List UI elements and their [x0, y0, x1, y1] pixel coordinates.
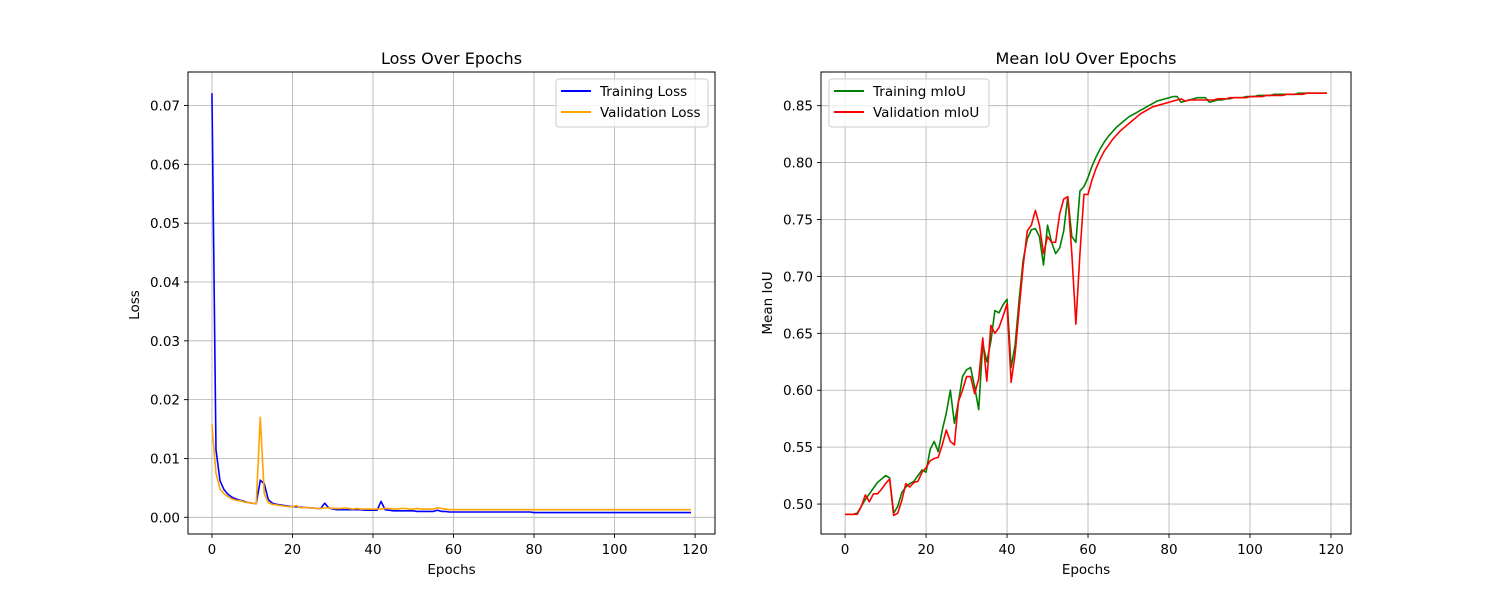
miou-ytick-label: 0.65 [783, 326, 813, 342]
miou-ytick-label: 0.75 [783, 213, 813, 229]
loss-chart-legend-box [555, 78, 709, 128]
miou-xtick-label: 80 [1160, 542, 1177, 558]
miou-plot-frame [820, 71, 1352, 535]
loss-xtick-label: 0 [208, 542, 217, 558]
miou-ytick-label: 0.85 [783, 99, 813, 115]
miou-chart-title: Mean IoU Over Epochs [996, 49, 1177, 68]
loss-ytick-label: 0.03 [150, 334, 180, 350]
miou-grid [821, 72, 1351, 534]
loss-ytick-label: 0.04 [150, 275, 180, 291]
miou-series-line-validation-miou [845, 92, 1327, 517]
miou-ytick-label: 0.80 [783, 156, 813, 172]
loss-xtick-label: 20 [284, 542, 301, 558]
legend-label-validation-miou: Validation mIoU [873, 105, 979, 121]
loss-plot-frame [187, 71, 716, 535]
loss-xtick-label: 120 [682, 542, 708, 558]
miou-chart-legend: Training mIoU Validation mIoU [828, 78, 990, 128]
loss-ytick-label: 0.00 [150, 510, 180, 526]
miou-ytick-label: 0.60 [783, 383, 813, 399]
miou-ytick-label: 0.50 [783, 497, 813, 513]
loss-xtick-label: 80 [525, 542, 542, 558]
miou-ytick-label: 0.70 [783, 269, 813, 285]
loss-grid [188, 72, 715, 534]
loss-chart-xlabel: Epochs [427, 562, 475, 578]
loss-chart: Loss Over Epochs Epochs Loss 0 20 40 60 80 10… [127, 49, 716, 578]
loss-xtick-label: 40 [364, 542, 381, 558]
legend-label-validation-loss: Validation Loss [600, 105, 701, 121]
miou-xtick-label: 20 [917, 542, 934, 558]
miou-xtick-label: 0 [841, 542, 850, 558]
miou-chart-legend-box [828, 78, 990, 128]
loss-chart-legend: Training Loss Validation Loss [555, 78, 709, 128]
loss-ytick-label: 0.07 [150, 99, 180, 115]
loss-chart-ylabel: Loss [127, 290, 143, 320]
miou-ytick-label: 0.55 [783, 440, 813, 456]
loss-ytick-label: 0.01 [150, 451, 180, 467]
loss-ytick-label: 0.02 [150, 393, 180, 409]
legend-label-training-miou: Training mIoU [872, 84, 966, 100]
loss-xtick-label: 100 [602, 542, 628, 558]
miou-xtick-label: 100 [1237, 542, 1263, 558]
miou-chart: Mean IoU Over Epochs Epochs Mean IoU 0 20… [760, 49, 1352, 578]
miou-xtick-label: 120 [1318, 542, 1344, 558]
loss-ytick-label: 0.06 [150, 157, 180, 173]
miou-series-line-training-miou [845, 92, 1327, 516]
loss-chart-title: Loss Over Epochs [381, 49, 522, 68]
miou-chart-ylabel: Mean IoU [760, 271, 776, 334]
loss-ytick-label: 0.05 [150, 216, 180, 232]
legend-label-training-loss: Training Loss [599, 84, 687, 100]
loss-series-line-validation-loss [211, 416, 692, 511]
miou-chart-xlabel: Epochs [1062, 562, 1110, 578]
miou-xtick-label: 40 [998, 542, 1015, 558]
loss-xtick-label: 60 [445, 542, 462, 558]
miou-xtick-label: 60 [1079, 542, 1096, 558]
